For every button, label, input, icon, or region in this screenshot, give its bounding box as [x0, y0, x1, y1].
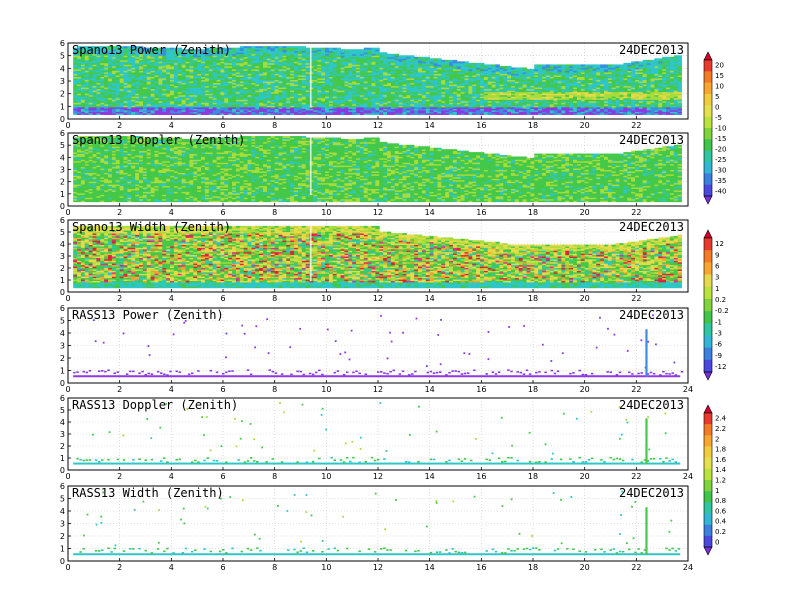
data-cell: [426, 57, 430, 59]
data-cell: [356, 49, 360, 51]
data-cell: [465, 61, 469, 63]
data-cell: [317, 48, 321, 50]
data-cell: [515, 67, 519, 69]
data-cell: [344, 49, 348, 51]
data-cell: [387, 54, 391, 56]
data-cell: [507, 66, 511, 68]
data-cell: [271, 46, 275, 48]
data-cell: [379, 52, 383, 54]
data-cell: [240, 46, 244, 48]
data-cell: [511, 67, 515, 69]
data-cell: [492, 64, 496, 66]
data-cell: [321, 48, 325, 50]
data-cell: [414, 57, 418, 59]
data-cell: [337, 48, 341, 50]
data-cell: [434, 58, 438, 60]
data-cell: [523, 67, 527, 69]
data-cell: [298, 46, 302, 48]
data-cell: [267, 46, 271, 48]
data-cell: [399, 55, 403, 57]
data-cell: [368, 48, 372, 50]
data-cell: [441, 60, 445, 62]
data-cell: [445, 60, 449, 62]
data-cell: [519, 67, 523, 69]
data-cell: [232, 48, 236, 50]
data-cell: [527, 69, 531, 71]
data-cell: [461, 61, 465, 63]
data-cell: [259, 46, 263, 48]
data-cell: [279, 46, 283, 48]
data-cell: [333, 48, 337, 50]
data-cell: [395, 54, 399, 56]
data-cell: [325, 48, 329, 50]
data-cell: [286, 46, 290, 48]
data-cell: [484, 64, 488, 66]
data-cell: [410, 55, 414, 57]
data-cell: [430, 58, 434, 60]
data-cell: [329, 48, 333, 50]
data-cell: [248, 46, 252, 48]
data-cell: [488, 64, 492, 66]
data-cell: [294, 46, 298, 48]
data-cell: [360, 49, 364, 51]
data-cell: [418, 57, 422, 59]
data-cell: [251, 46, 255, 48]
data-cell: [348, 49, 352, 51]
data-cell: [496, 64, 500, 66]
data-cell: [472, 63, 476, 65]
data-cell: [372, 48, 376, 50]
data-cell: [236, 48, 240, 50]
data-cell: [530, 69, 534, 71]
data-cell: [275, 46, 279, 48]
data-cell: [375, 48, 379, 50]
data-cell: [437, 58, 441, 60]
data-cell: [255, 46, 259, 48]
data-cell: [306, 48, 310, 50]
data-cell: [391, 54, 395, 56]
data-cell: [383, 52, 387, 54]
data-cell: [480, 63, 484, 65]
data-cell: [302, 46, 306, 48]
data-cell: [449, 60, 453, 62]
data-cell: [352, 49, 356, 51]
data-cell: [422, 57, 426, 59]
data-cell: [244, 46, 248, 48]
data-cell: [476, 63, 480, 65]
data-cell: [406, 55, 410, 57]
data-cell: [538, 64, 542, 66]
data-cell: [499, 66, 503, 68]
data-cell: [503, 66, 507, 68]
data-cell: [282, 46, 286, 48]
data-cell: [457, 61, 461, 63]
data-cell: [313, 48, 317, 50]
data-cell: [453, 60, 457, 62]
data-cell: [468, 63, 472, 65]
data-cell: [263, 46, 267, 48]
data-cell: [364, 48, 368, 50]
data-cell: [341, 49, 345, 51]
data-cell: [310, 48, 314, 50]
data-cell: [403, 55, 407, 57]
data-cell: [290, 46, 294, 48]
data-cell: [534, 64, 538, 66]
